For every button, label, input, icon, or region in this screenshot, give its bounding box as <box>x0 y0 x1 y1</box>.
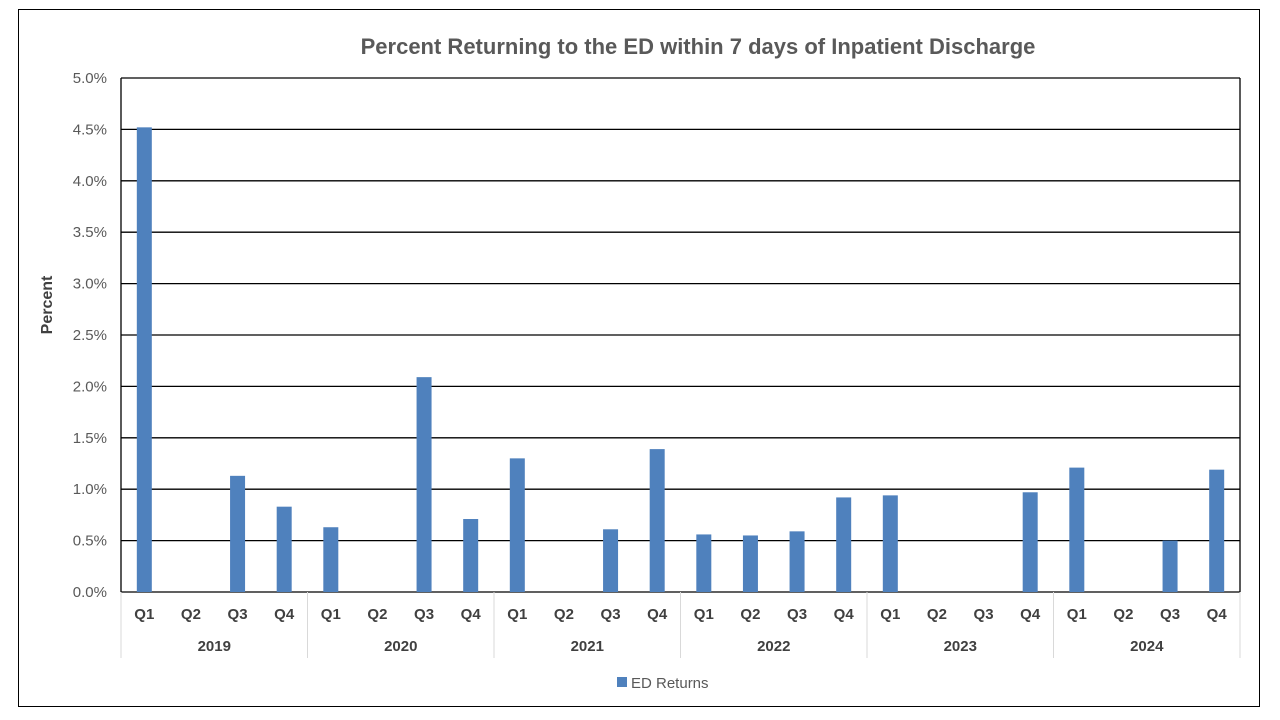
x-tick-label: Q3 <box>228 606 248 623</box>
y-axis-label: Percent <box>39 275 56 334</box>
y-tick-label: 2.0% <box>73 378 107 395</box>
x-tick-label: Q3 <box>787 606 807 623</box>
x-tick-label: Q3 <box>1160 606 1180 623</box>
bar-2024-q4[interactable] <box>1209 469 1225 592</box>
bar-2022-q3[interactable] <box>789 531 805 592</box>
x-tick-label: Q2 <box>181 606 201 623</box>
bar-2023-q4[interactable] <box>1022 492 1038 592</box>
chart-frame <box>18 9 1260 707</box>
x-tick-label: Q2 <box>367 606 387 623</box>
x-tick-label: Q4 <box>647 606 668 623</box>
legend-label-ed-returns: ED Returns <box>631 675 709 692</box>
x-tick-label: Q1 <box>880 606 900 623</box>
legend[interactable]: ED Returns <box>617 675 709 692</box>
x-group-label: 2023 <box>944 638 977 655</box>
y-tick-label: 4.5% <box>73 121 107 138</box>
x-tick-label: Q4 <box>461 606 482 623</box>
bar-2019-q3[interactable] <box>230 475 246 592</box>
y-tick-label: 0.5% <box>73 533 107 550</box>
x-group-label: 2020 <box>384 638 417 655</box>
bars <box>136 127 1225 593</box>
y-tick-label: 4.0% <box>73 173 107 190</box>
x-tick-label: Q1 <box>1067 606 1087 623</box>
x-tick-label: Q4 <box>1020 606 1041 623</box>
bar-2020-q3[interactable] <box>416 377 432 592</box>
y-tick-label: 1.5% <box>73 430 107 447</box>
y-tick-label: 5.0% <box>73 70 107 87</box>
x-tick-label: Q4 <box>274 606 295 623</box>
y-tick-label: 3.0% <box>73 276 107 293</box>
y-tick-label: 0.0% <box>73 584 107 601</box>
bar-2022-q1[interactable] <box>696 534 712 592</box>
bar-2024-q3[interactable] <box>1162 540 1178 592</box>
x-tick-label: Q2 <box>554 606 574 623</box>
x-tick-label: Q3 <box>414 606 434 623</box>
x-axis: Q1 Q2 Q3 Q4 2019 Q1 Q2 Q3 Q4 2020 Q1 Q2 Q3 Q4 2021 Q1 Q2… <box>120 592 1241 658</box>
x-group-label: 2021 <box>571 638 604 655</box>
y-tick-label: 1.0% <box>73 481 107 498</box>
x-tick-label: Q1 <box>134 606 154 623</box>
bar-2019-q1[interactable] <box>136 127 152 593</box>
x-tick-label: Q1 <box>507 606 527 623</box>
bar-2021-q1[interactable] <box>509 458 525 592</box>
bar-2021-q4[interactable] <box>649 449 665 592</box>
bar-2020-q1[interactable] <box>323 527 339 592</box>
x-tick-label: Q2 <box>1113 606 1133 623</box>
y-tick-label: 2.5% <box>73 327 107 344</box>
x-tick-label: Q3 <box>601 606 621 623</box>
bar-2023-q1[interactable] <box>882 495 898 592</box>
x-tick-label: Q4 <box>834 606 855 623</box>
bar-2021-q3[interactable] <box>603 529 619 592</box>
x-tick-label: Q2 <box>927 606 947 623</box>
legend-swatch-ed-returns <box>617 677 627 687</box>
bar-2024-q1[interactable] <box>1069 467 1085 592</box>
y-axis-ticks: 0.0% 0.5% 1.0% 1.5% 2.0% 2.5% 3.0% 3.5% 4.0% 4.5%… <box>73 70 107 601</box>
x-group-label: 2019 <box>198 638 231 655</box>
y-tick-label: 3.5% <box>73 224 107 241</box>
x-tick-label: Q1 <box>321 606 341 623</box>
x-tick-label: Q4 <box>1207 606 1228 623</box>
x-group-label: 2022 <box>757 638 790 655</box>
chart-title: Percent Returning to the ED within 7 day… <box>361 34 1036 59</box>
bar-2022-q2[interactable] <box>742 535 758 592</box>
bar-2019-q4[interactable] <box>276 506 292 592</box>
x-tick-label: Q2 <box>740 606 760 623</box>
bar-2022-q4[interactable] <box>836 497 852 592</box>
x-tick-label: Q3 <box>974 606 994 623</box>
x-group-label: 2024 <box>1130 638 1164 655</box>
bar-2020-q4[interactable] <box>463 519 479 592</box>
x-tick-label: Q1 <box>694 606 714 623</box>
